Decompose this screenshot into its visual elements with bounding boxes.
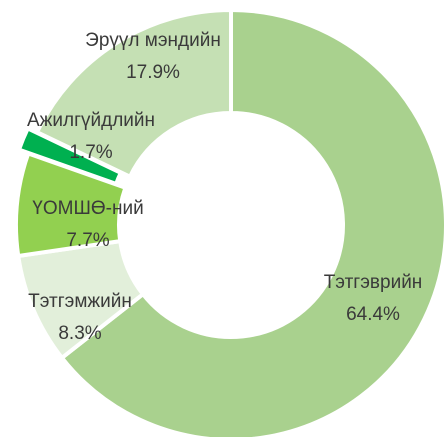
slice-value-label: 8.3% bbox=[58, 323, 101, 344]
slice-label: Ажилгүйдлийн bbox=[27, 110, 155, 131]
slice-value-label: 1.7% bbox=[69, 142, 112, 163]
slice-label: Тэтгэврийн bbox=[324, 272, 423, 293]
slice-label: Эрүүл мэндийн bbox=[85, 30, 221, 51]
slice-value-label: 64.4% bbox=[346, 304, 400, 325]
slice-value-label: 7.7% bbox=[66, 230, 109, 251]
donut-slice bbox=[34, 7, 233, 180]
donut-slice bbox=[59, 7, 446, 437]
slice-value-label: 17.9% bbox=[126, 62, 180, 83]
slice-label: Тэтгэмжийн bbox=[28, 291, 132, 312]
slice-label: ҮОМШӨ-ний bbox=[32, 198, 143, 219]
